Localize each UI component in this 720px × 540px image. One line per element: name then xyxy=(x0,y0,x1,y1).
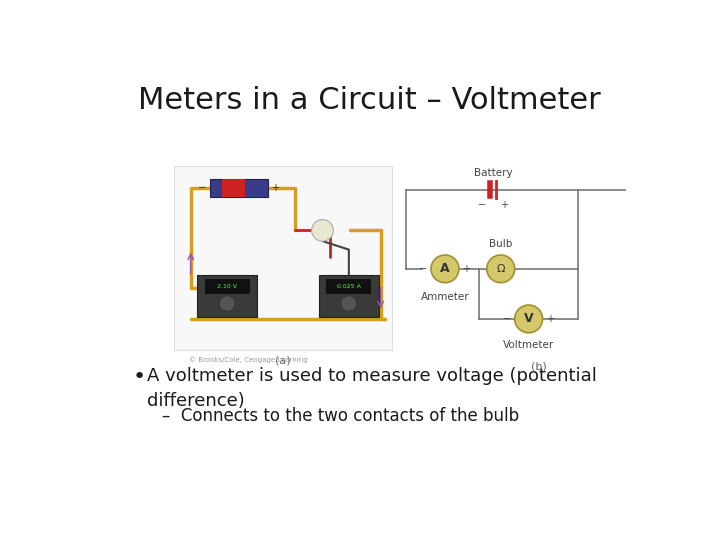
Text: +: + xyxy=(462,264,470,274)
Text: A voltmeter is used to measure voltage (potential
difference): A voltmeter is used to measure voltage (… xyxy=(147,367,596,410)
Text: 0.025 A: 0.025 A xyxy=(337,284,361,289)
Text: © Brooks/Cole, Cengage Learning: © Brooks/Cole, Cengage Learning xyxy=(189,356,308,362)
Text: Ammeter: Ammeter xyxy=(420,292,469,302)
Circle shape xyxy=(312,220,333,241)
Bar xyxy=(204,279,250,294)
Text: +: + xyxy=(271,183,279,193)
Circle shape xyxy=(515,305,543,333)
Text: +: + xyxy=(546,314,554,324)
Text: Bulb: Bulb xyxy=(489,239,513,249)
Text: Battery: Battery xyxy=(474,168,513,178)
Circle shape xyxy=(341,296,356,311)
Text: A: A xyxy=(440,262,450,275)
Bar xyxy=(197,275,258,318)
Text: Voltmeter: Voltmeter xyxy=(503,340,554,350)
Text: –  Connects to the two contacts of the bulb: – Connects to the two contacts of the bu… xyxy=(162,407,519,424)
Text: −: − xyxy=(198,183,206,193)
Text: 2.10 V: 2.10 V xyxy=(217,284,237,289)
Text: •: • xyxy=(132,367,146,387)
Text: Ω: Ω xyxy=(497,264,505,274)
Text: (a): (a) xyxy=(275,356,291,366)
Text: −: − xyxy=(419,264,427,274)
Text: V: V xyxy=(524,313,534,326)
Bar xyxy=(174,166,392,350)
Bar xyxy=(326,279,372,294)
Circle shape xyxy=(487,255,515,283)
Circle shape xyxy=(431,255,459,283)
Bar xyxy=(319,275,379,318)
Text: −: − xyxy=(503,314,510,324)
Circle shape xyxy=(220,296,235,311)
Text: −: − xyxy=(478,200,486,210)
Bar xyxy=(222,179,245,197)
Bar xyxy=(210,179,269,197)
Text: Meters in a Circuit – Voltmeter: Meters in a Circuit – Voltmeter xyxy=(138,86,600,116)
Text: (b): (b) xyxy=(531,361,546,372)
Text: +: + xyxy=(500,200,508,210)
